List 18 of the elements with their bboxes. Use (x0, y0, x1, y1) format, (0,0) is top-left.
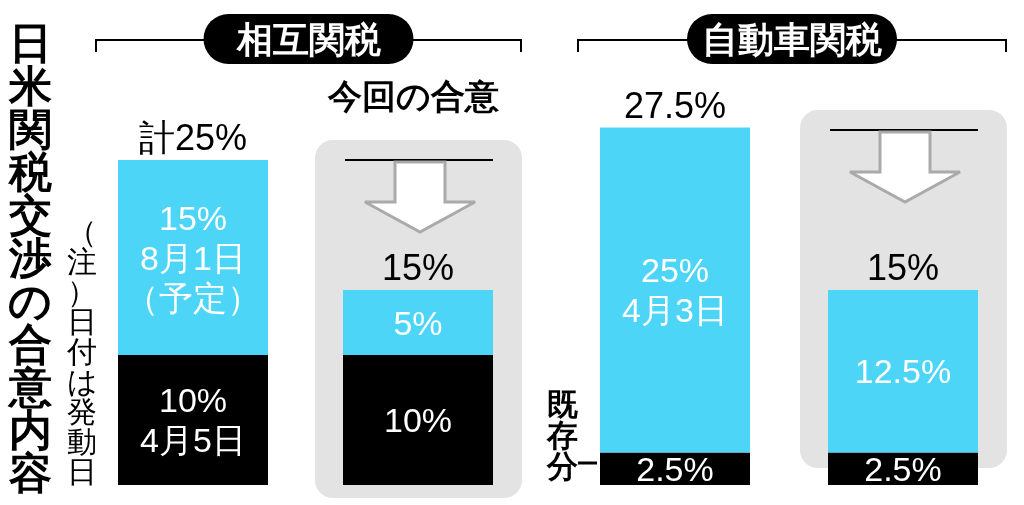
annotation: 既存分 (545, 387, 578, 485)
data-label: 10% 4月5日 (140, 381, 246, 460)
text: （注）日付は発動日 (66, 215, 98, 489)
text: 相互関税 (235, 19, 381, 60)
text: 自動車関税 (702, 19, 882, 60)
total-label: 15% (381, 247, 455, 288)
total-label: 計25% (138, 117, 248, 158)
total-label: 15% (866, 247, 940, 288)
data-label: 25% 4月3日 (622, 251, 728, 330)
total-label: 27.5% (623, 84, 727, 126)
chart-title: 日米関税交渉の合意内容 (8, 18, 52, 497)
data-label: 15% 8月1日（予定） (125, 198, 261, 317)
x-tick-label: 今回の合意 (326, 77, 499, 115)
data-label: 2.5% (864, 449, 942, 488)
data-label: 5% (393, 303, 443, 342)
data-label: 12.5% (854, 352, 952, 391)
data-label: 2.5% (636, 449, 714, 488)
data-label: 10% (383, 401, 453, 440)
